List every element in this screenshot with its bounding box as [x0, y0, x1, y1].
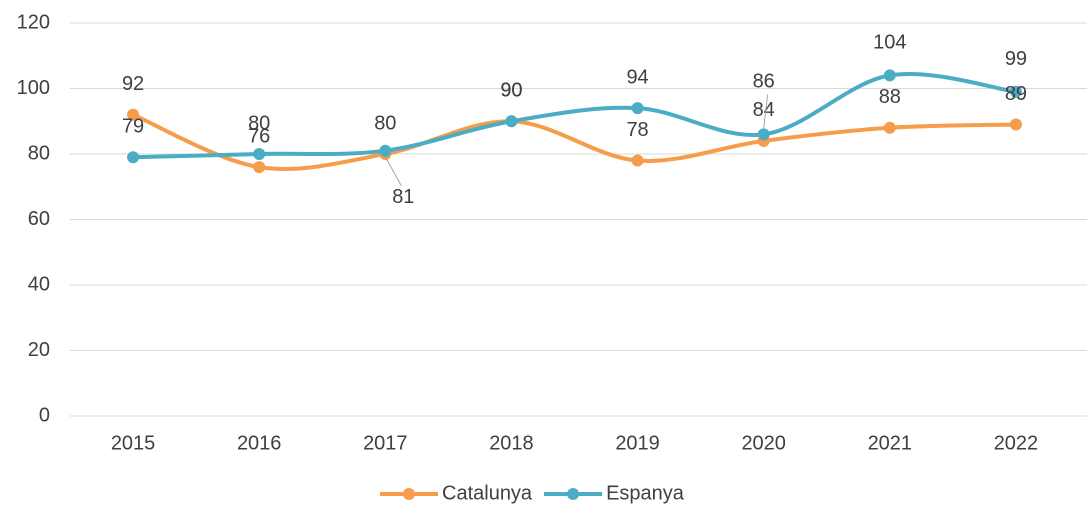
data-label: 79	[122, 116, 144, 138]
series-line	[132, 112, 1016, 171]
x-tick-label: 2022	[994, 432, 1039, 454]
y-tick-label: 80	[28, 142, 50, 164]
point	[379, 144, 392, 157]
data-label: 90	[500, 80, 522, 102]
data-label: 86	[753, 71, 775, 93]
point	[883, 69, 896, 82]
x-tick-label: 2021	[868, 432, 913, 454]
data-label: 104	[873, 32, 906, 54]
point	[631, 102, 644, 115]
y-tick-label: 60	[28, 208, 50, 230]
x-tick-label: 2018	[489, 432, 534, 454]
data-label: 89	[1005, 83, 1027, 105]
data-label: 90	[500, 80, 522, 102]
data-label: 81	[392, 186, 414, 208]
series-line	[133, 71, 1017, 160]
point	[505, 115, 518, 128]
legend-label: Espanya	[606, 482, 685, 504]
y-tick-label: 100	[17, 77, 50, 99]
x-tick-label: 2016	[237, 432, 282, 454]
legend-marker	[403, 488, 415, 500]
y-tick-label: 20	[28, 339, 50, 361]
data-label: 76	[248, 125, 270, 147]
data-label: 88	[879, 86, 901, 108]
point	[883, 121, 896, 134]
point	[631, 154, 644, 167]
leader-line	[384, 156, 402, 186]
point	[253, 161, 266, 174]
point	[253, 148, 266, 160]
point	[1009, 118, 1022, 131]
y-tick-label: 120	[17, 11, 50, 33]
point	[757, 128, 770, 141]
x-tick-label: 2020	[741, 432, 786, 454]
point	[127, 108, 140, 121]
x-tick-label: 2015	[111, 432, 156, 454]
data-label: 80	[374, 112, 396, 134]
data-label: 99	[1005, 48, 1027, 70]
y-tick-label: 0	[39, 404, 50, 426]
data-label: 84	[753, 99, 775, 121]
data-label: 80	[248, 112, 270, 134]
x-tick-label: 2019	[615, 432, 660, 454]
point	[1009, 85, 1022, 98]
legend-label: Catalunya	[442, 482, 533, 504]
data-label: 78	[626, 119, 648, 141]
leader-line	[763, 94, 769, 129]
point	[127, 151, 140, 164]
data-label: 94	[626, 66, 648, 88]
legend-marker	[567, 488, 580, 500]
data-label: 92	[122, 73, 144, 95]
y-tick-label: 40	[28, 273, 50, 295]
x-tick-label: 2017	[363, 432, 408, 454]
